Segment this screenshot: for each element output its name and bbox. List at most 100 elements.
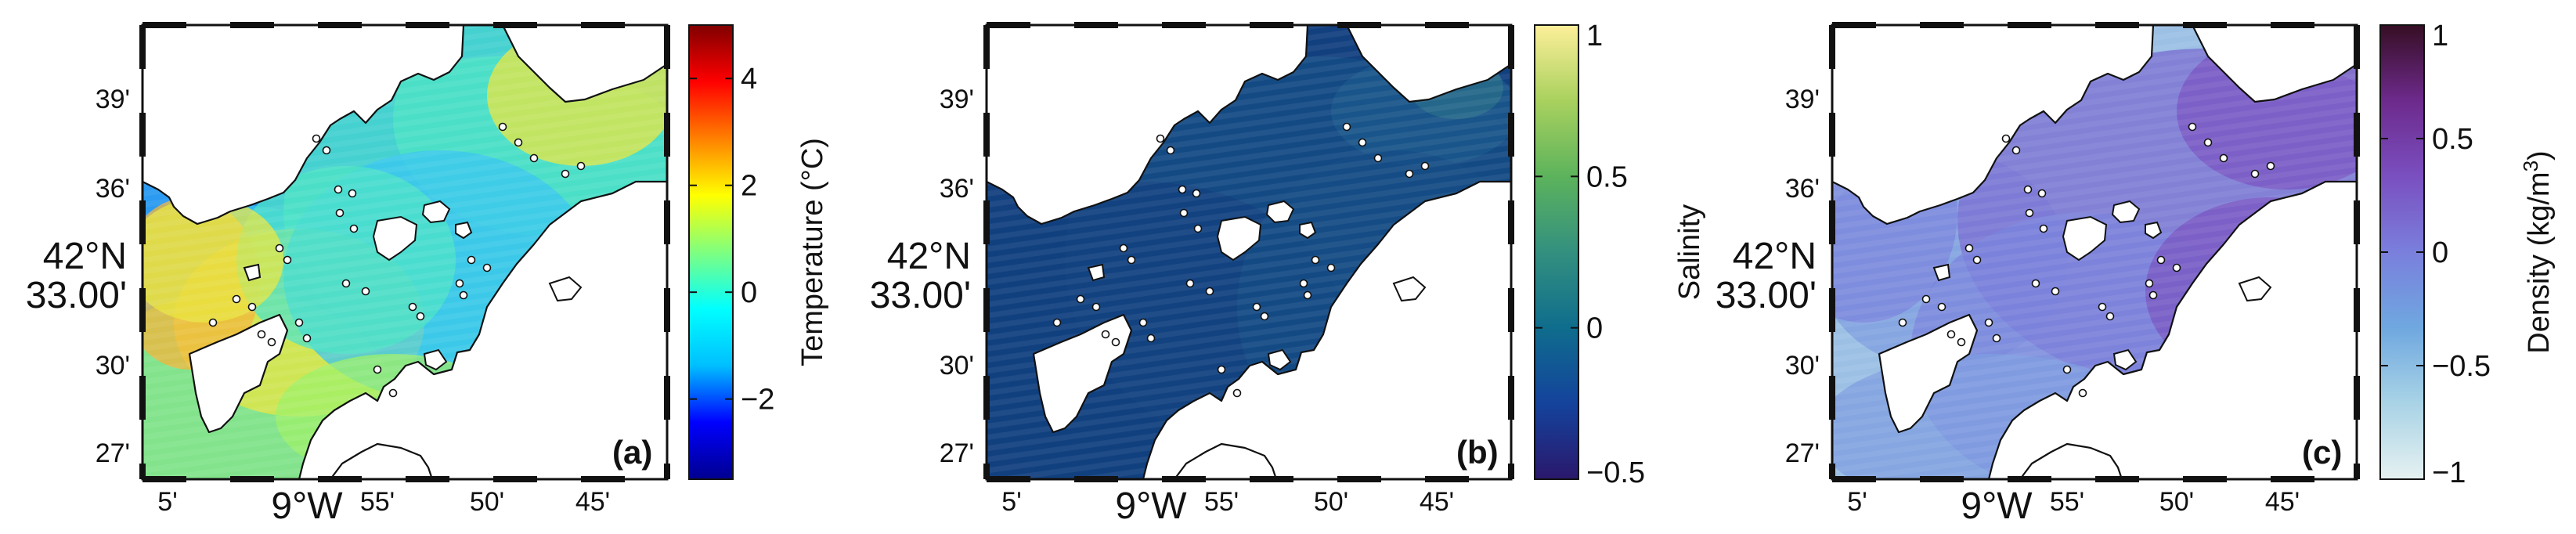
panel-label-c: (c) xyxy=(2302,434,2342,471)
density-title-sup: 3 xyxy=(2519,161,2542,171)
land-c xyxy=(1831,23,2358,481)
islet-c-4 xyxy=(2025,208,2034,218)
landmass-a-2 xyxy=(298,180,669,481)
island-b-0 xyxy=(1216,215,1262,262)
islet-a-21 xyxy=(576,161,586,171)
islets-c xyxy=(1898,122,2275,398)
island-c-4 xyxy=(2238,276,2272,302)
islet-c-21 xyxy=(2266,161,2275,171)
colorbar-ticks-a: 4 2 0 −2 xyxy=(689,63,774,417)
lon-tick-label: 50' xyxy=(470,487,504,517)
lat-tick-label: 30' xyxy=(1785,351,1820,381)
density-title-main: Density (kg/m xyxy=(2523,171,2556,353)
islet-c-7 xyxy=(1937,302,1946,312)
islet-b-6 xyxy=(1076,294,1085,304)
islet-b-26 xyxy=(1101,330,1110,339)
island-c-5 xyxy=(2112,348,2138,371)
islet-c-24 xyxy=(2145,279,2154,288)
island-a-5 xyxy=(423,348,448,371)
colorbar-tick-label-c: 0.5 xyxy=(2432,123,2473,156)
map-a: (a) xyxy=(139,22,670,482)
lon-tick-label: 45' xyxy=(1420,487,1454,517)
colorbar-tick-label-c: −1 xyxy=(2432,456,2466,489)
lat-tick-label: 33.00' xyxy=(26,275,127,316)
islet-c-8 xyxy=(2156,255,2166,265)
island-a-2 xyxy=(455,221,473,240)
islet-c-13 xyxy=(2062,365,2072,374)
lon-tick-label: 50' xyxy=(1314,487,1348,517)
island-a-3 xyxy=(243,263,262,282)
islet-c-11 xyxy=(2203,138,2213,147)
island-c-0 xyxy=(2062,215,2108,262)
islet-c-18 xyxy=(2031,279,2040,288)
landmass-c-0 xyxy=(1831,23,2155,226)
colorbar-tick-label-a: −2 xyxy=(741,384,774,417)
islet-b-13 xyxy=(1217,365,1226,374)
lon-tick-label: 5' xyxy=(157,487,177,517)
islet-a-25 xyxy=(459,290,468,300)
islet-c-1 xyxy=(2011,146,2021,155)
islets-b xyxy=(1052,122,1430,398)
colorbar-b: 1 0.5 0 −0.5 xyxy=(1534,20,1645,489)
islet-a-12 xyxy=(529,153,539,163)
island-a-1 xyxy=(421,200,451,224)
islet-b-14 xyxy=(1232,388,1242,398)
islet-c-17 xyxy=(1898,318,1907,327)
islet-a-17 xyxy=(208,318,218,327)
landmass-a-0 xyxy=(141,23,465,226)
islet-a-9 xyxy=(482,263,492,272)
colorbar-tick-label-c: −0.5 xyxy=(2432,350,2491,383)
islet-b-17 xyxy=(1052,318,1062,327)
islet-a-11 xyxy=(514,138,523,147)
islet-c-15 xyxy=(1984,318,1993,327)
lat-tick-label: 39' xyxy=(96,85,130,114)
islet-b-0 xyxy=(1156,134,1165,143)
panel-c: (c) 39' 36' 42°N33.00' 30' 27' 5' 9°W 55' 50' 45'… xyxy=(1716,20,2491,527)
islet-a-8 xyxy=(467,255,476,265)
islet-b-22 xyxy=(1178,185,1187,194)
islet-a-0 xyxy=(312,134,321,143)
lat-tick-label: 33.00' xyxy=(1716,275,1817,316)
islet-b-1 xyxy=(1166,146,1175,155)
lat-tick-label: 27' xyxy=(1785,438,1820,468)
islet-b-12 xyxy=(1373,153,1383,163)
landmass-b-3 xyxy=(1032,313,1133,434)
colorbar-title-density: Density (kg/m3) xyxy=(2519,150,2556,353)
islet-c-23 xyxy=(2037,189,2047,198)
islet-b-19 xyxy=(1205,287,1214,296)
axis-labels-a: 39' 36' 42°N33.00' 30' 27' 5' 9°W 55' 50' 45' xyxy=(26,85,610,527)
islet-b-5 xyxy=(1193,224,1203,233)
landmass-c-2 xyxy=(1987,180,2358,481)
panel-label-b: (b) xyxy=(1456,434,1499,471)
islet-c-10 xyxy=(2188,122,2197,132)
colorbar-c: 1 0.5 0 −0.5 −1 xyxy=(2379,20,2491,489)
colorbar-ticks-c: 1 0.5 0 −0.5 −1 xyxy=(2380,20,2491,489)
island-c-2 xyxy=(2145,221,2163,240)
land-a xyxy=(141,23,669,481)
islet-b-10 xyxy=(1342,122,1351,132)
map-frame-b xyxy=(983,22,1514,482)
islet-c-27 xyxy=(1957,337,1966,347)
islet-a-5 xyxy=(349,224,359,233)
island-b-2 xyxy=(1299,221,1317,240)
islet-c-28 xyxy=(2098,302,2107,312)
colorbar-tick-label-b: 0 xyxy=(1586,312,1603,345)
islet-c-2 xyxy=(1964,244,1974,253)
panel-a: (a) 39' 36' 42°N33.00' 30' 27' 5' 9°W 55' 50' 45'… xyxy=(26,22,774,527)
islet-a-6 xyxy=(232,294,241,304)
lon-tick-label: 55' xyxy=(1204,487,1239,517)
island-a-0 xyxy=(372,215,418,262)
islet-a-7 xyxy=(247,302,257,312)
islet-c-29 xyxy=(2105,312,2115,321)
islet-b-15 xyxy=(1138,318,1148,327)
islet-a-29 xyxy=(416,312,425,321)
lat-tick-label: 39' xyxy=(1785,85,1820,114)
lon-degree-label: 9°W xyxy=(1961,485,2033,527)
colorbar-tick-label-b: −0.5 xyxy=(1586,456,1645,489)
panel-b: (b) 39' 36' 42°N33.00' 30' 27' 5' 9°W 55' 50' 45'… xyxy=(870,20,1645,527)
island-b-4 xyxy=(1392,276,1427,302)
lat-tick-label: 30' xyxy=(96,351,130,381)
islet-c-22 xyxy=(2023,185,2033,194)
islet-a-22 xyxy=(334,185,343,194)
